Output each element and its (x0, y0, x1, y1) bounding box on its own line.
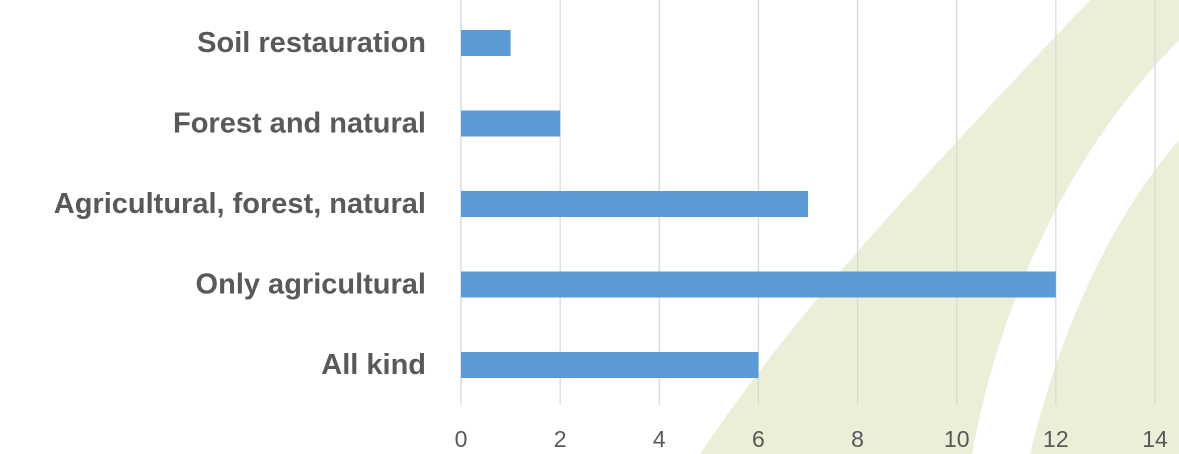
x-tick-label-14: 14 (1142, 426, 1168, 452)
bar-agricultural-forest-natural (461, 191, 808, 217)
x-tick-label-12: 12 (1043, 426, 1069, 452)
bar-only-agricultural (461, 271, 1056, 298)
category-label-4: All kind (321, 349, 426, 381)
category-labels: Soil restauration Forest and natural Agric… (54, 27, 426, 381)
bar-forest-and-natural (461, 110, 561, 137)
x-tick-label-4: 4 (653, 426, 666, 452)
category-label-3: Only agricultural (196, 269, 426, 301)
category-label-1: Forest and natural (173, 108, 426, 140)
x-tick-label-6: 6 (752, 426, 765, 452)
bars (461, 30, 1056, 378)
x-tick-label-10: 10 (944, 426, 970, 452)
category-label-2: Agricultural, forest, natural (54, 188, 426, 220)
x-tick-label-2: 2 (554, 426, 567, 452)
x-tick-label-8: 8 (851, 426, 864, 452)
leaf-swoosh-watermark (700, 0, 1179, 454)
category-label-0: Soil restauration (197, 27, 426, 59)
bar-soil-restauration (461, 30, 511, 56)
bar-all-kind (461, 352, 759, 378)
x-tick-label-0: 0 (455, 426, 468, 452)
x-axis-tick-labels: 0 2 4 6 8 10 12 14 (455, 426, 1168, 452)
